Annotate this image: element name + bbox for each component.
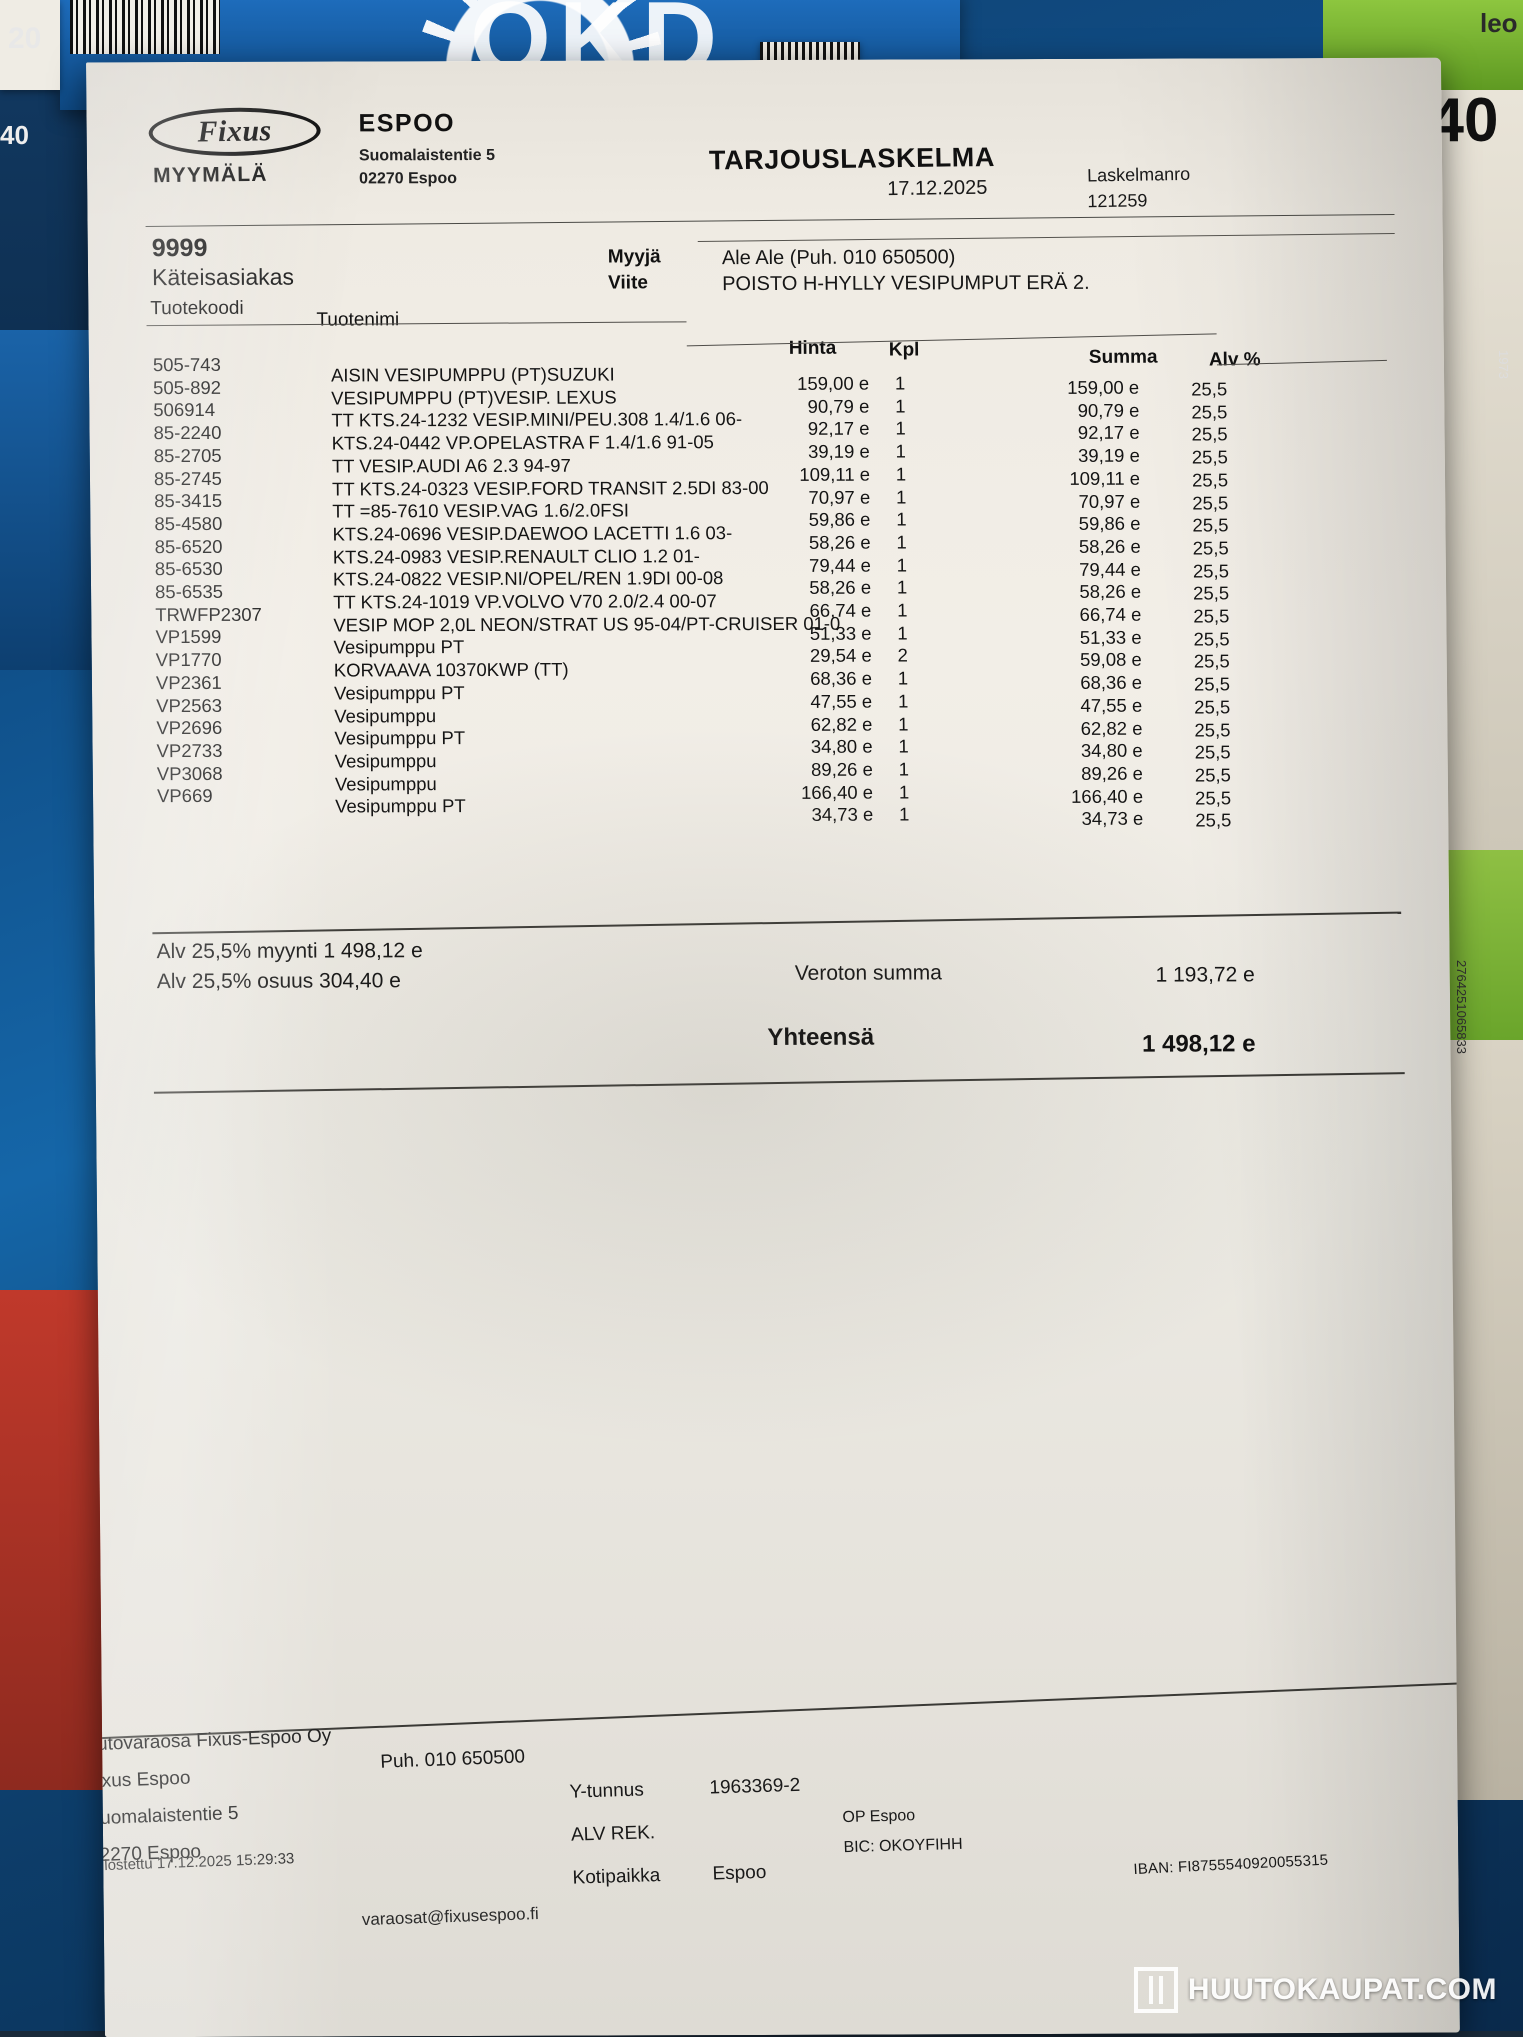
footer-domicile-label: Kotipaikka — [572, 1853, 713, 1900]
reference-value: POISTO H-HYLLY VESIPUMPUT ERÄ 2. — [722, 272, 1090, 296]
cell-product-code: VP1599 — [155, 626, 221, 648]
document-date: 17.12.2025 — [887, 177, 988, 201]
footer-domicile: Espoo — [712, 1861, 767, 1884]
store-block: ESPOO Suomalaistentie 5 02270 Espoo — [358, 109, 495, 191]
document-header: Fixus MYYMÄLÄ ESPOO Suomalaistentie 5 02… — [86, 58, 1444, 363]
footer-business-id-label: Y-tunnus — [569, 1768, 710, 1815]
cell-quantity: 1 — [883, 804, 925, 826]
footer-iban: IBAN: FI8755540920055315 — [1133, 1852, 1329, 1879]
cell-product-code: VP3068 — [157, 762, 223, 784]
cell-product-code: VP2696 — [156, 717, 222, 739]
cell-product-code: 85-6530 — [155, 558, 223, 580]
cell-product-code: TRWFP2307 — [155, 603, 262, 625]
calculation-number-label: Laskelmanro — [1087, 164, 1191, 187]
cell-product-code: 85-4580 — [154, 513, 222, 535]
cell-product-code: 85-2240 — [153, 422, 221, 444]
footer-phone: Puh. 010 650500 — [380, 1746, 526, 1773]
cell-product-code: 85-2705 — [154, 445, 222, 467]
cell-line-sum: 34,73 e — [963, 808, 1143, 831]
calculation-number-value: 121259 — [1087, 190, 1148, 212]
cell-product-code: 506914 — [153, 399, 215, 421]
footer-business-id: 1963369-2 — [709, 1775, 801, 1799]
footer-email: varaosat@fixusespoo.fi — [361, 1904, 539, 1930]
cell-unit-price: 34,73 e — [713, 804, 873, 827]
vat-sales-line: Alv 25,5% myynti 1 498,12 e — [156, 939, 422, 964]
watermark-text: HUUTOKAUPAT.COM — [1188, 1973, 1497, 2007]
cell-product-code: 85-3415 — [154, 490, 222, 512]
net-total-value: 1 193,72 e — [1035, 963, 1255, 988]
footer-vat-reg-label: ALV REK. — [570, 1808, 802, 1858]
background-label-leo: leo — [1480, 8, 1518, 39]
footer-bank-name: OP Espoo — [842, 1800, 962, 1833]
customer-name: Käteisasiakas — [152, 264, 294, 291]
seller-label: Myyjä — [608, 246, 661, 268]
background-side-code: 1973 — [1496, 350, 1511, 379]
totals-divider-bottom — [154, 1072, 1405, 1093]
cell-product-code: VP2733 — [156, 740, 222, 762]
totals-divider-top — [152, 912, 1401, 934]
cell-product-code: VP2563 — [156, 694, 222, 716]
logo-text: Fixus — [197, 114, 272, 149]
cell-product-code: 85-6520 — [155, 535, 223, 557]
store-postal: 02270 Espoo — [359, 167, 495, 191]
store-name: ESPOO — [358, 109, 494, 138]
header-divider-right — [698, 233, 1395, 242]
cell-product-code: VP669 — [157, 785, 213, 807]
cell-product-code: 505-892 — [153, 377, 221, 399]
header-divider — [146, 214, 1395, 227]
barcode-icon — [70, 0, 220, 54]
cell-product-code: 85-6535 — [155, 581, 223, 603]
cell-product-code: 85-2745 — [154, 467, 222, 489]
cell-product-name: Vesipumppu PT — [335, 795, 466, 817]
huutokaupat-watermark: HUUTOKAUPAT.COM — [1134, 1967, 1497, 2013]
logo-oval-icon: Fixus — [148, 106, 321, 157]
customer-number: 9999 — [152, 234, 208, 263]
cell-product-code: VP2361 — [156, 672, 222, 694]
quotation-document: Fixus MYYMÄLÄ ESPOO Suomalaistentie 5 02… — [86, 58, 1460, 2037]
background-barcode-code: 2764251065833 — [1454, 960, 1469, 1054]
column-header-code: Tuotekoodi — [150, 298, 244, 320]
background-label-40: 40 — [0, 120, 29, 151]
footer-bank-block: OP Espoo BIC: OKOYFIHH — [842, 1800, 963, 1862]
cell-vat-rate: 25,5 — [1161, 810, 1231, 832]
seller-value: Ale Ale (Puh. 010 650500) — [722, 246, 956, 270]
column-header-name: Tuotenimi — [316, 309, 399, 331]
logo-subtitle: MYYMÄLÄ — [153, 161, 379, 188]
background-label-20: 20 — [8, 22, 41, 56]
reference-label: Viite — [608, 272, 648, 294]
footer-company-block: Autovaraosa Fixus-Espoo Oy Fixus Espoo S… — [86, 1717, 337, 1874]
vat-share-line: Alv 25,5% osuus 304,40 e — [157, 969, 401, 994]
cell-product-code: VP1770 — [156, 649, 222, 671]
cell-product-code: 505-743 — [153, 354, 221, 376]
document-footer: Autovaraosa Fixus-Espoo Oy Fixus Espoo S… — [102, 1718, 1457, 1723]
document-title: TARJOUSLASKELMA — [709, 142, 996, 176]
net-total-label: Veroton summa — [795, 961, 942, 986]
footer-bic: BIC: OKOYFIHH — [843, 1829, 963, 1862]
store-street: Suomalaistentie 5 — [359, 144, 495, 168]
grand-total-value: 1 498,12 e — [1015, 1030, 1255, 1059]
cube-logo-icon — [1134, 1967, 1178, 2013]
grand-total-label: Yhteensä — [767, 1024, 874, 1052]
fixus-logo: Fixus MYYMÄLÄ — [148, 107, 379, 187]
